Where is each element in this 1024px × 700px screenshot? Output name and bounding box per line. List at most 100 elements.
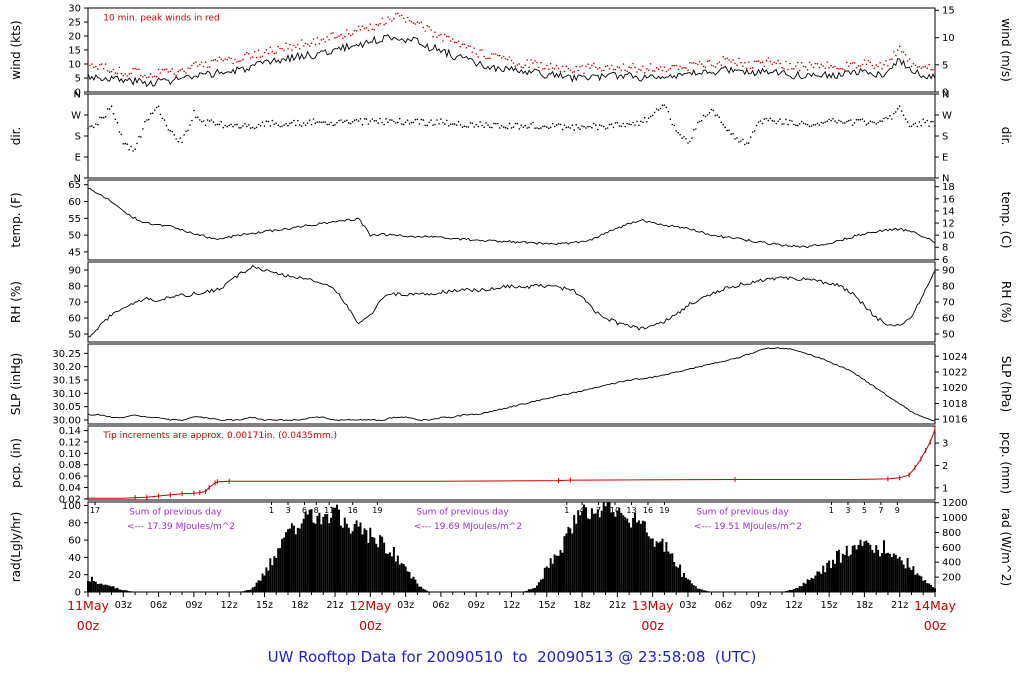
axis-label-left-temp: temp. (F) <box>9 192 23 247</box>
annotation: Tip increments are approx. 0.00171in. (0… <box>102 431 337 441</box>
y-tick-label-left: N <box>74 90 81 101</box>
y-tick-label-left: 0.06 <box>59 472 81 483</box>
y-tick-label-right: 18 <box>942 182 955 193</box>
y-tick-label-right: 1018 <box>942 399 967 410</box>
x-tick-label: 12z <box>785 600 802 611</box>
y-tick-label-left: 0 <box>75 588 81 599</box>
annotation: Sum of previous day <box>696 508 789 518</box>
x-tick-label: 06z <box>432 600 449 611</box>
axis-label-right-dir: dir. <box>999 127 1013 146</box>
y-tick-label-right: 1000 <box>942 513 967 524</box>
y-tick-label-left: 30.25 <box>52 349 81 360</box>
x-tick-label: 15z <box>256 600 273 611</box>
axis-label-left-dir: dir. <box>9 127 23 146</box>
annotation: Sum of previous day <box>129 508 222 518</box>
y-tick-label-left: 0.10 <box>59 449 81 460</box>
y-tick-label-left: 25 <box>68 18 81 29</box>
y-tick-label-left: S <box>75 132 81 143</box>
y-tick-label-left: 15 <box>68 46 81 57</box>
y-tick-label-left: E <box>75 153 81 164</box>
y-tick-label-right: 1022 <box>942 368 967 379</box>
x-tick-label: 03z <box>115 600 132 611</box>
y-tick-label-left: 70 <box>68 298 81 309</box>
x-tick-label: 12z <box>503 600 520 611</box>
precip-tip-ticks <box>134 426 936 501</box>
axis-label-left-wind: wind (kts) <box>9 20 23 79</box>
y-tick-label-right: 1016 <box>942 415 967 426</box>
rad-top-number: 16 <box>643 506 653 515</box>
y-tick-label-left: 80 <box>68 518 81 529</box>
axis-label-left-rad: rad(Lgly/hr) <box>9 512 23 583</box>
y-tick-label-left: 100 <box>62 501 81 512</box>
x-tick-label: 21z <box>327 600 344 611</box>
y-tick-label-right: 10 <box>942 231 955 242</box>
rad-top-number: 19 <box>659 506 669 515</box>
y-tick-label-left: 30.05 <box>52 402 81 413</box>
y-tick-label-left: 0.14 <box>59 426 81 437</box>
rad-top-number: 7 <box>596 506 601 515</box>
y-tick-label-left: 30.00 <box>52 416 81 427</box>
axis-label-right-rh: RH (%) <box>999 281 1013 323</box>
series-temperature-f <box>87 187 936 249</box>
rad-top-number: 9 <box>895 506 900 515</box>
rad-top-number: 17 <box>90 506 100 515</box>
y-tick-label-left: 0 <box>75 88 81 99</box>
y-tick-label-right: 50 <box>942 330 955 341</box>
y-tick-label-left: 20 <box>68 32 81 43</box>
y-tick-label-left: W <box>71 111 81 122</box>
annotation: <--- 19.51 MJoules/m^2 <box>694 522 802 532</box>
panel-rad: 0 20 40 60 80 100 200 400 600 800 1000 1200 rad(Lgly… <box>9 498 1013 598</box>
x-tick-label: 18z <box>856 600 873 611</box>
day-time-label: 00z <box>641 618 664 633</box>
x-tick-label: 12z <box>221 600 238 611</box>
x-tick-label: 18z <box>574 600 591 611</box>
y-tick-label-right: 60 <box>942 314 955 325</box>
y-tick-label-left: 30.20 <box>52 362 81 373</box>
day-time-label: 00z <box>77 618 100 633</box>
x-tick-label: 15z <box>821 600 838 611</box>
y-tick-label-right: E <box>942 153 948 164</box>
day-time-label: 00z <box>359 618 382 633</box>
panel-slp: 30.00 30.05 30.10 30.15 30.20 30.25 1016 1018 10… <box>9 343 1013 427</box>
annotation: <--- 19.69 MJoules/m^2 <box>414 522 522 532</box>
y-tick-label-right: 8 <box>942 243 948 254</box>
axis-label-right-slp: SLP (hPa) <box>999 356 1013 412</box>
panel-border <box>87 93 936 179</box>
y-tick-label-right: 90 <box>942 266 955 277</box>
series-wind-direction-deg <box>87 104 936 152</box>
y-tick-label-right: 1 <box>942 483 948 494</box>
panel-border <box>87 261 936 343</box>
y-tick-label-right: 10 <box>942 33 955 44</box>
axis-label-left-slp: SLP (inHg) <box>9 353 23 415</box>
y-tick-label-right: 5 <box>942 60 948 71</box>
y-tick-label-left: 30 <box>68 4 81 15</box>
y-tick-label-left: 40 <box>68 553 81 564</box>
y-tick-label-right: 600 <box>942 543 961 554</box>
rad-top-number: 16 <box>348 506 358 515</box>
y-tick-label-right: 6 <box>942 255 948 266</box>
y-tick-label-left: 0.02 <box>59 494 81 505</box>
series-wind-mean-kts <box>87 34 936 88</box>
y-tick-label-left: 20 <box>68 570 81 581</box>
x-tick-label: 09z <box>750 600 767 611</box>
x-tick-label: 18z <box>291 600 308 611</box>
y-tick-label-left: 65 <box>68 180 81 191</box>
series-sea-level-pressure-inhg <box>87 347 936 422</box>
day-time-label: 00z <box>924 618 947 633</box>
x-tick-label: 09z <box>468 600 485 611</box>
y-tick-label-left: 80 <box>68 282 81 293</box>
rad-top-number: 3 <box>285 506 290 515</box>
panel-border <box>87 425 936 501</box>
day-label: 11May <box>67 598 109 613</box>
rad-top-number: 11 <box>324 506 334 515</box>
y-tick-label-right: 14 <box>942 206 955 217</box>
y-tick-label-left: 0.08 <box>59 460 81 471</box>
y-tick-label-right: 70 <box>942 298 955 309</box>
y-tick-label-right: 400 <box>942 558 961 569</box>
y-tick-label-right: 3 <box>942 439 948 450</box>
y-tick-label-left: 60 <box>68 536 81 547</box>
y-tick-label-left: 50 <box>68 231 81 242</box>
